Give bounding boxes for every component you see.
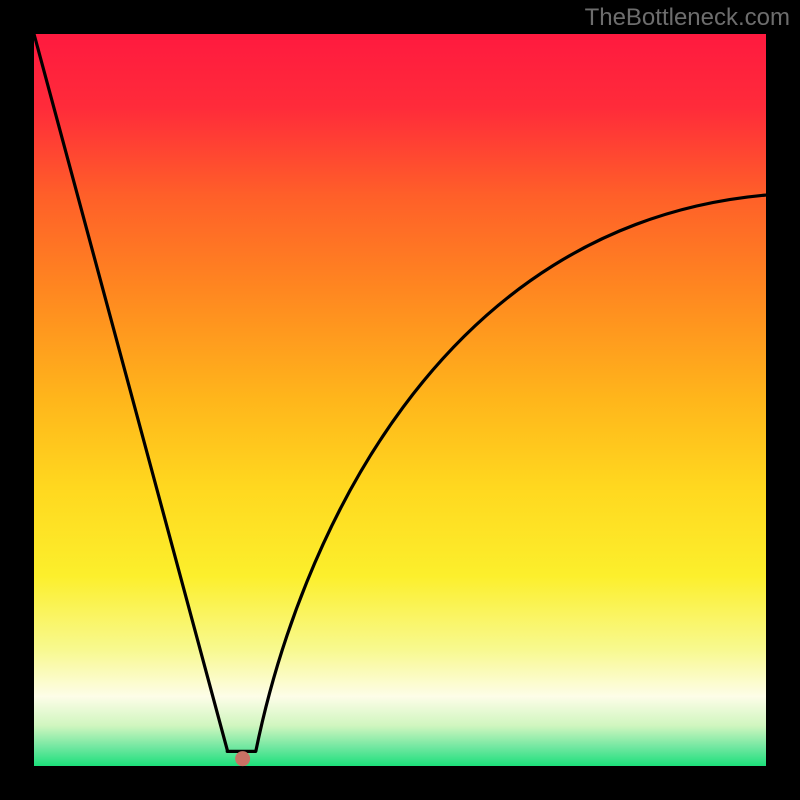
- plot-area: [34, 34, 766, 766]
- chart-container: TheBottleneck.com: [0, 0, 800, 800]
- notch-marker: [235, 751, 250, 766]
- watermark-text: TheBottleneck.com: [585, 4, 790, 32]
- bottleneck-chart: [0, 0, 800, 800]
